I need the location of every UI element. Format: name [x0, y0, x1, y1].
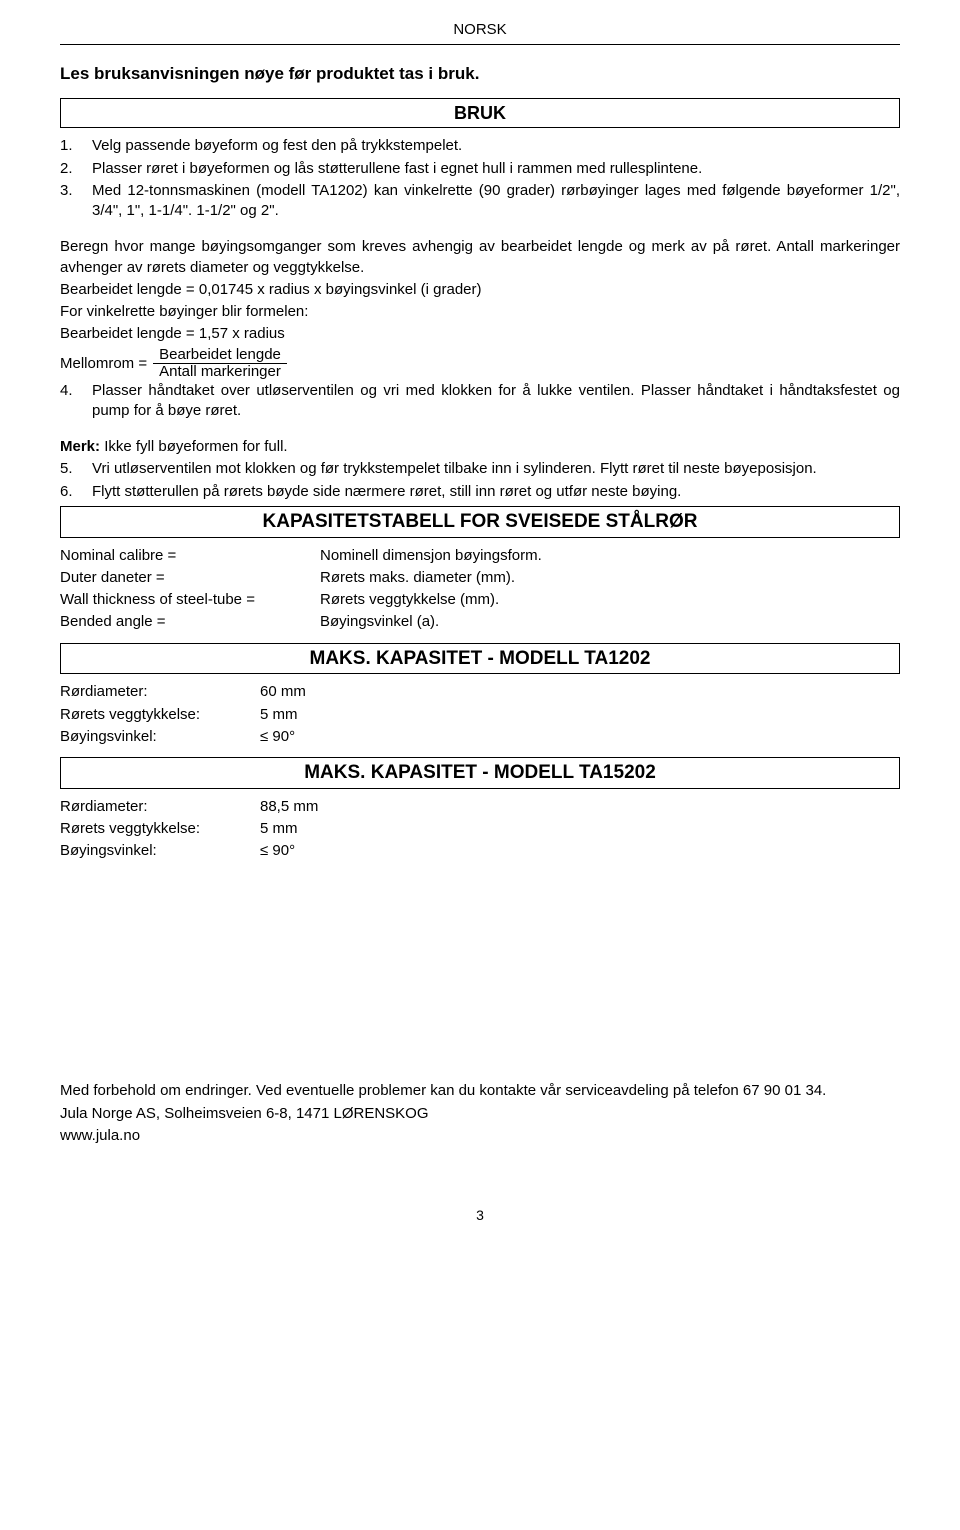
step-1: 1.Velg passende bøyeform og fest den på …	[60, 136, 900, 156]
spec-row: Rørdiameter:88,5 mm	[60, 797, 900, 817]
spec-row: Rørets veggtykkelse:5 mm	[60, 705, 900, 725]
intro-heading: Les bruksanvisningen nøye før produktet …	[60, 63, 900, 86]
note-label: Merk:	[60, 438, 100, 455]
steps-list-a: 1.Velg passende bøyeform og fest den på …	[60, 136, 900, 221]
step-3: 3.Med 12-tonnsmaskinen (modell TA1202) k…	[60, 181, 900, 222]
spec-row: Bøyingsvinkel:≤ 90°	[60, 727, 900, 747]
section-title-bruk: BRUK	[60, 98, 900, 128]
spec-row: Rørdiameter:60 mm	[60, 682, 900, 702]
calc-intro: Beregn hvor mange bøyingsomganger som kr…	[60, 237, 900, 278]
ta1202-specs: Rørdiameter:60 mm Rørets veggtykkelse:5 …	[60, 682, 900, 747]
step-2: 2.Plasser røret i bøyeformen og lås støt…	[60, 159, 900, 179]
fraction-top: Bearbeidet lengde	[153, 347, 287, 365]
section-title-ta1202: MAKS. KAPASITET - MODELL TA1202	[60, 643, 900, 675]
language-label: NORSK	[60, 20, 900, 40]
step-5: 5.Vri utløserventilen mot klokken og før…	[60, 459, 900, 479]
header-underline	[60, 44, 900, 45]
def-row: Bended angle =Bøyingsvinkel (a).	[60, 612, 900, 632]
footer-line-3: www.jula.no	[60, 1126, 900, 1146]
footer-line-2: Jula Norge AS, Solheimsveien 6-8, 1471 L…	[60, 1104, 900, 1124]
footer-line-1: Med forbehold om endringer. Ved eventuel…	[60, 1081, 900, 1101]
steps-list-b: 4.Plasser håndtaket over utløserventilen…	[60, 381, 900, 422]
fraction: Bearbeidet lengde Antall markeringer	[153, 347, 287, 381]
section-title-kapasitet: KAPASITETSTABELL FOR SVEISEDE STÅLRØR	[60, 506, 900, 538]
calc-formula-3: Bearbeidet lengde = 1,57 x radius	[60, 324, 900, 344]
note-line: Merk: Ikke fyll bøyeformen for full.	[60, 437, 900, 457]
def-row: Nominal calibre =Nominell dimensjon bøyi…	[60, 546, 900, 566]
spec-row: Rørets veggtykkelse:5 mm	[60, 819, 900, 839]
calc-formula-1: Bearbeidet lengde = 0,01745 x radius x b…	[60, 280, 900, 300]
step-6: 6.Flytt støtterullen på rørets bøyde sid…	[60, 482, 900, 502]
def-row: Duter daneter =Rørets maks. diameter (mm…	[60, 568, 900, 588]
step-4: 4.Plasser håndtaket over utløserventilen…	[60, 381, 900, 422]
mellomrom-formula: Mellomrom = Bearbeidet lengde Antall mar…	[60, 347, 900, 381]
mellomrom-label: Mellomrom =	[60, 354, 147, 374]
section-title-ta15202: MAKS. KAPASITET - MODELL TA15202	[60, 757, 900, 789]
note-text: Ikke fyll bøyeformen for full.	[104, 438, 287, 455]
calc-formula-2: For vinkelrette bøyinger blir formelen:	[60, 302, 900, 322]
fraction-bot: Antall markeringer	[153, 364, 287, 381]
def-row: Wall thickness of steel-tube =Rørets veg…	[60, 590, 900, 610]
footer-block: Med forbehold om endringer. Ved eventuel…	[60, 1081, 900, 1146]
ta15202-specs: Rørdiameter:88,5 mm Rørets veggtykkelse:…	[60, 797, 900, 862]
steps-list-c: 5.Vri utløserventilen mot klokken og før…	[60, 459, 900, 502]
spec-row: Bøyingsvinkel:≤ 90°	[60, 841, 900, 861]
definitions-block: Nominal calibre =Nominell dimensjon bøyi…	[60, 546, 900, 633]
page-number: 3	[60, 1206, 900, 1225]
